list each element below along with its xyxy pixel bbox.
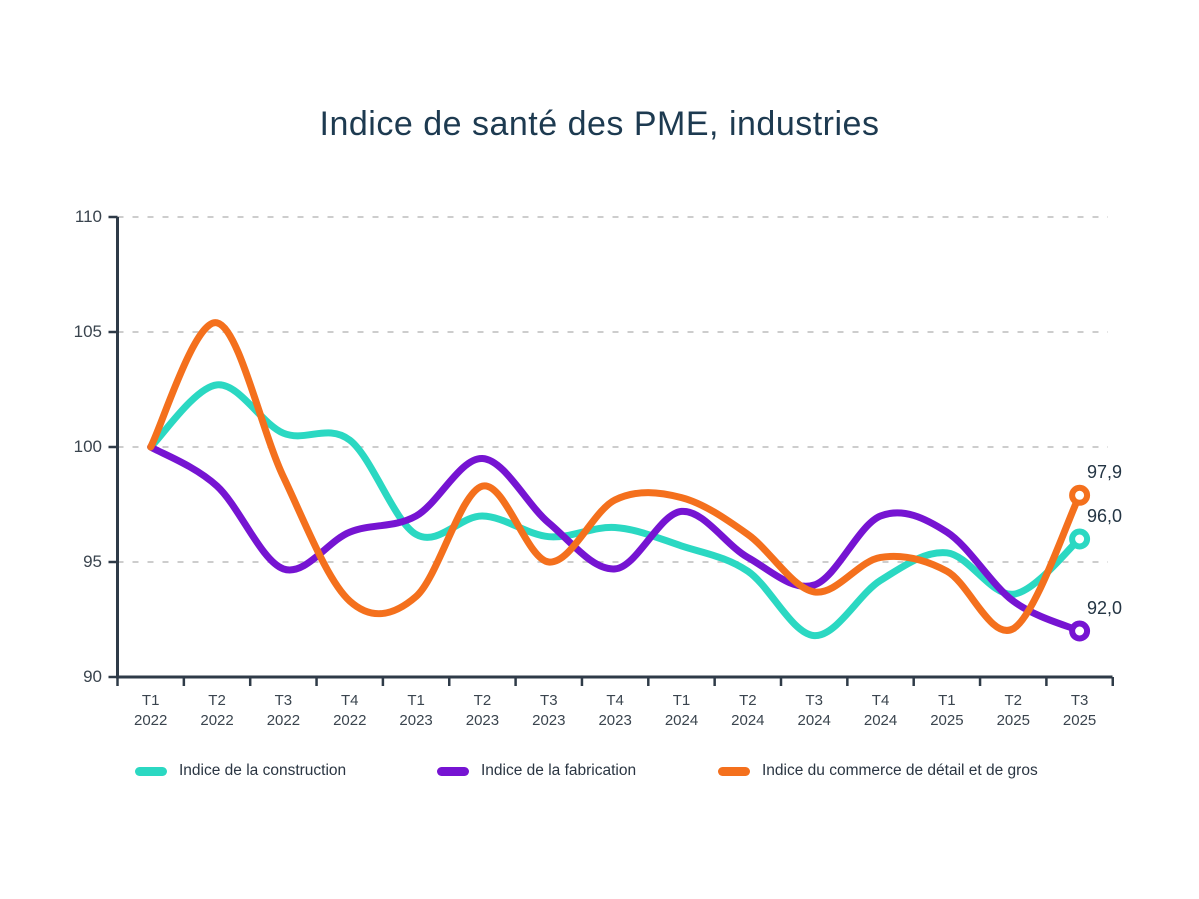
y-tick-label-110: 110	[74, 207, 102, 226]
x-tick-label-T2-2023: T2 2023	[465, 692, 500, 729]
chart-title: Indice de santé des PME, industries	[319, 105, 880, 143]
legend: Indice de la construction Indice de la f…	[0, 758, 1199, 786]
series-line-2	[147, 319, 1084, 634]
x-tick-label-T3-2022: T3 2022	[266, 692, 301, 729]
fabrication-series-swatch-icon	[437, 766, 469, 776]
legend-label-construction: Indice de la construction	[179, 762, 347, 779]
end-label-construction: 96,0	[1087, 506, 1123, 526]
commerce-series-swatch-icon	[718, 766, 750, 776]
end-label-fabrication: 92,0	[1087, 598, 1123, 618]
legend-item-fabrication[interactable]: Indice de la fabrication	[437, 758, 636, 784]
series-end-marker-1	[1069, 620, 1091, 642]
x-tick-label-T4-2023: T4 2023	[598, 692, 632, 729]
x-tick-label-T1-2024: T1 2024	[664, 692, 699, 729]
legend-item-commerce[interactable]: Indice du commerce de détail et de gros	[718, 758, 1038, 784]
series-end-marker-2	[1069, 484, 1091, 506]
x-tick-label-T3-2023: T3 2023	[532, 692, 566, 729]
legend-label-commerce: Indice du commerce de détail et de gros	[762, 762, 1038, 779]
series-line-1	[147, 443, 1084, 635]
y-tick-label-90: 90	[83, 667, 102, 686]
series-line-0	[147, 381, 1084, 640]
x-tick-label-T1-2025: T1 2025	[930, 692, 964, 729]
construction-series-swatch-icon	[135, 766, 167, 776]
legend-label-fabrication: Indice de la fabrication	[481, 762, 637, 779]
y-tick-label-105: 105	[73, 322, 102, 341]
x-tick-label-T1-2022: T1 2022	[134, 692, 168, 729]
end-label-commerce: 97,9	[1087, 462, 1123, 483]
x-tick-label-T4-2024: T4 2024	[863, 692, 898, 729]
x-tick-label-T2-2024: T2 2024	[731, 692, 765, 729]
x-tick-label-T1-2023: T1 2023	[399, 692, 433, 729]
x-tick-label-T2-2025: T2 2025	[996, 692, 1030, 729]
series-end-marker-0	[1069, 528, 1091, 550]
legend-item-construction[interactable]: Indice de la construction	[135, 758, 346, 784]
x-tick-label-T3-2025: T3 2025	[1062, 692, 1097, 729]
x-tick-label-T3-2024: T3 2024	[797, 692, 831, 729]
y-tick-label-95: 95	[83, 552, 102, 571]
x-tick-label-T2-2022: T2 2022	[200, 692, 234, 729]
x-tick-label-T4-2022: T4 2022	[333, 692, 367, 729]
y-tick-label-100: 100	[73, 437, 102, 456]
